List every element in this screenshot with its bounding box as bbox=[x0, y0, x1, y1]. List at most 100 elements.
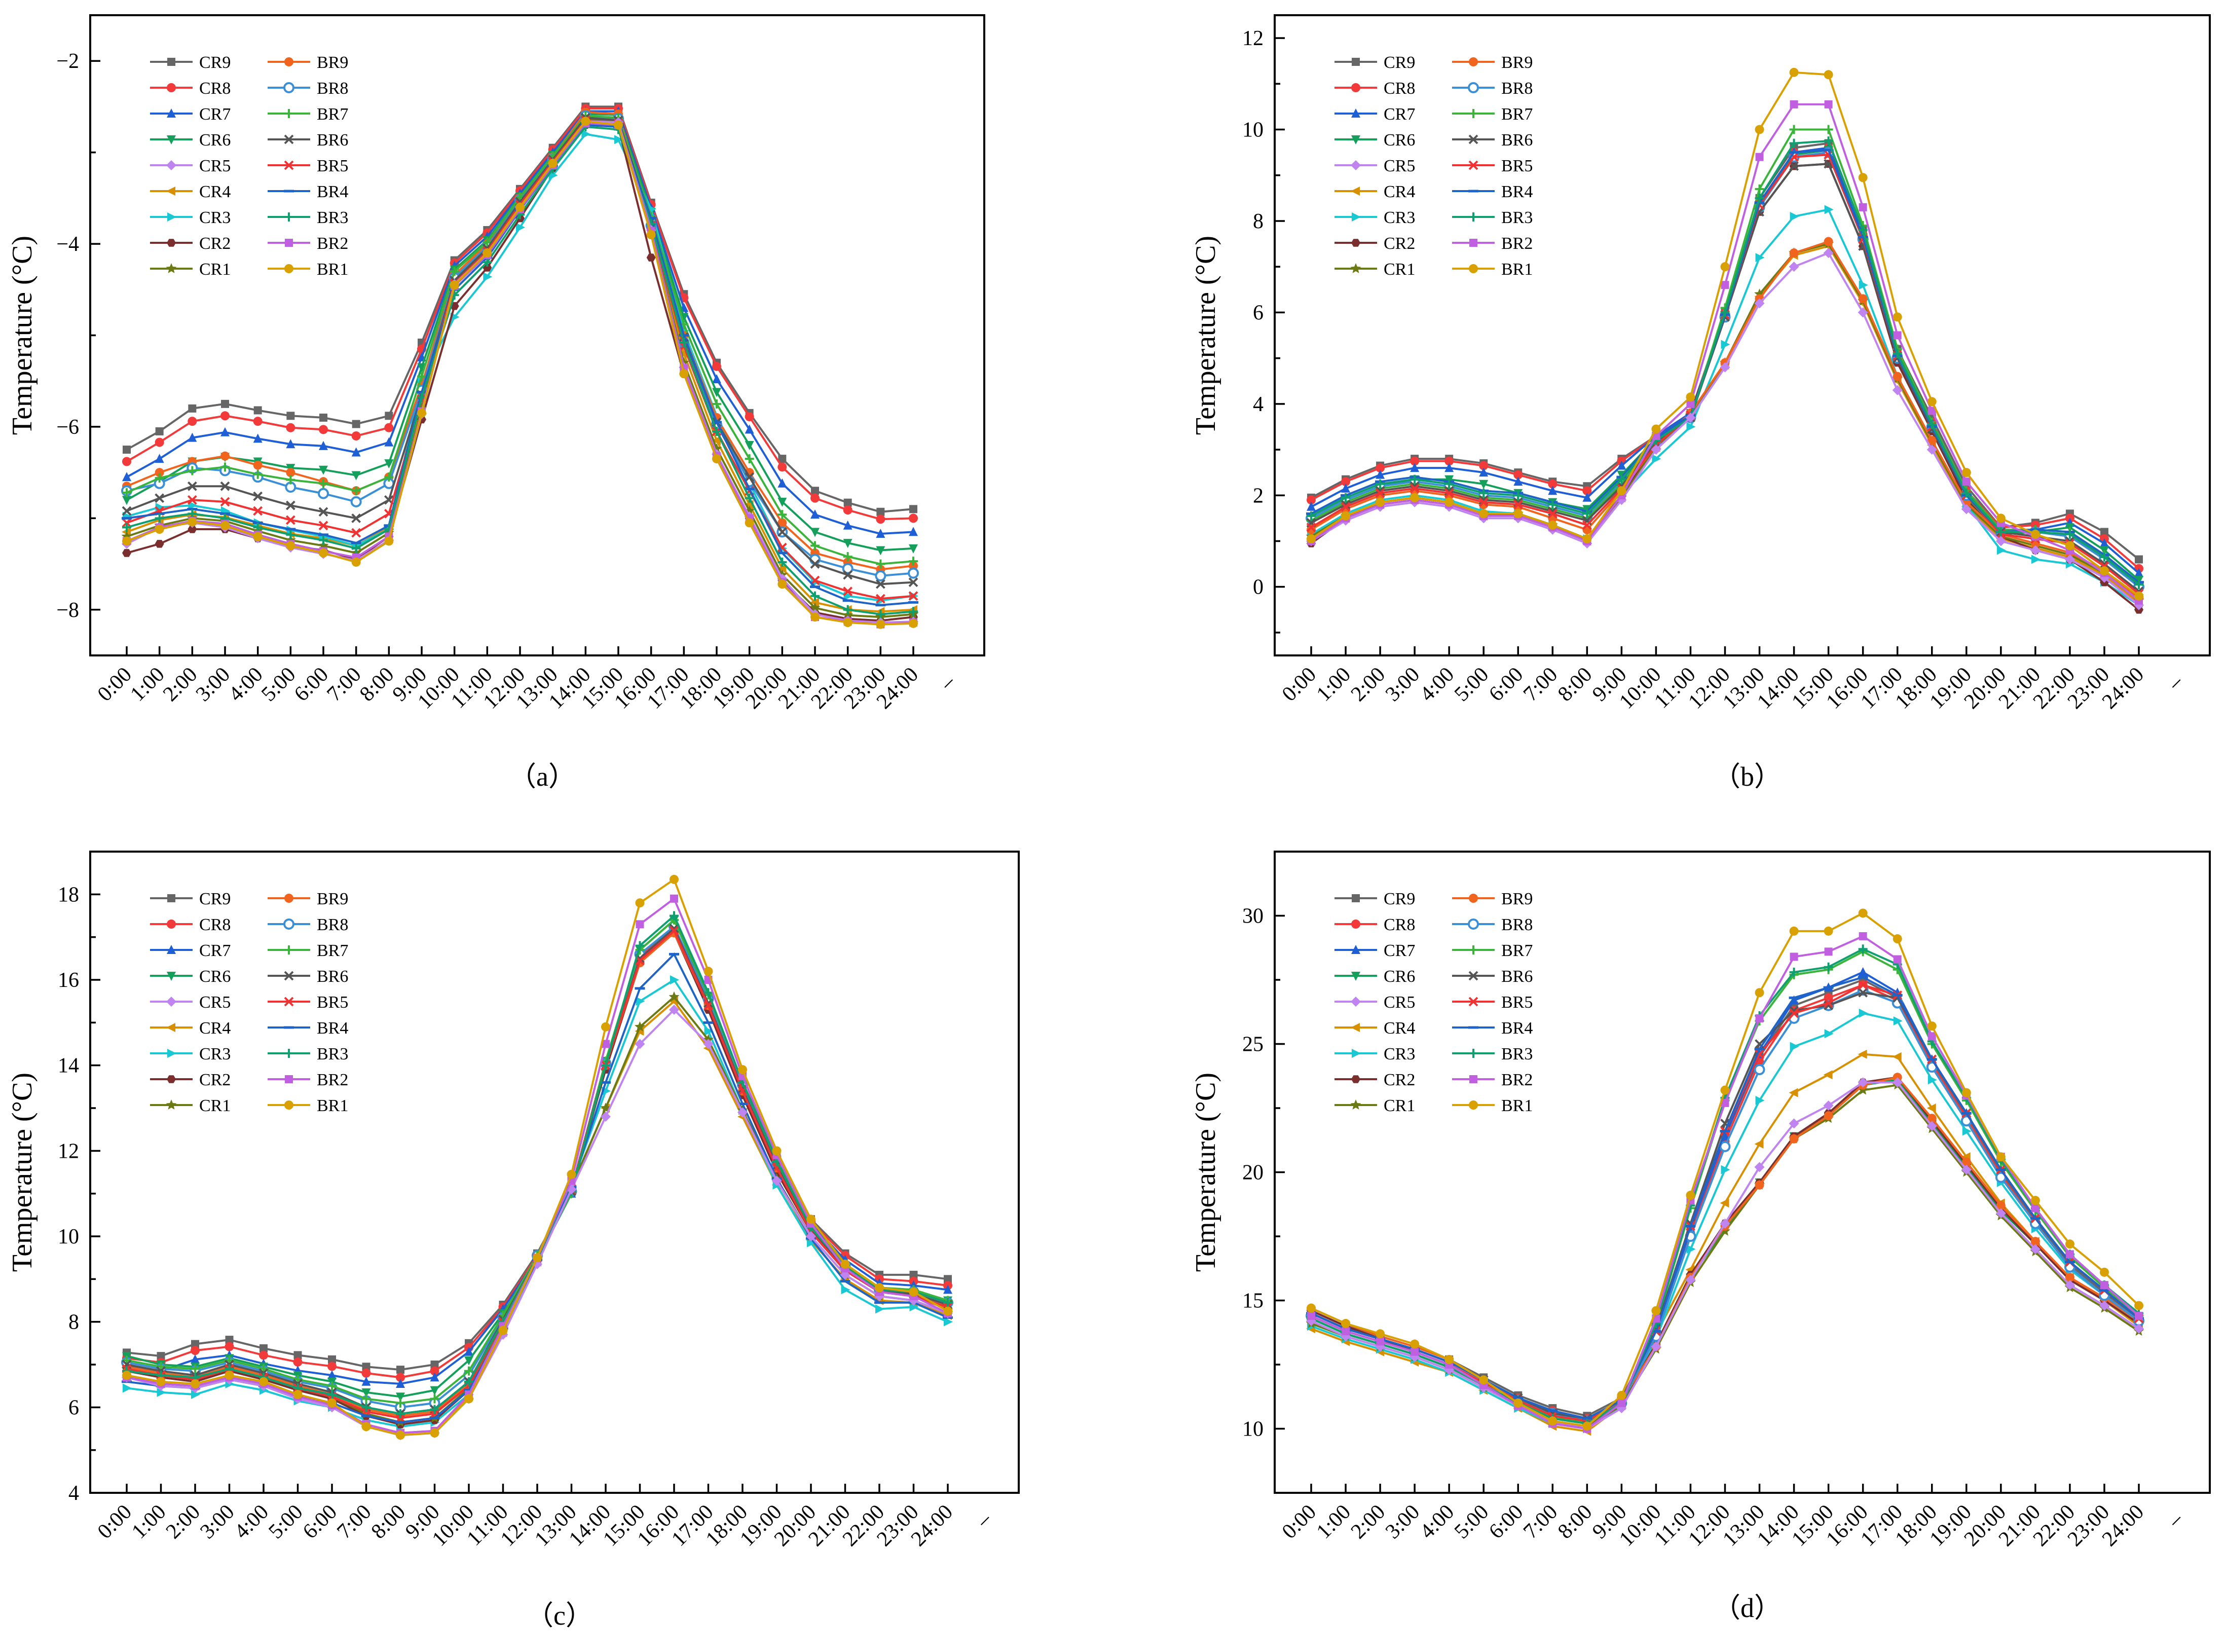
data-point-br6 bbox=[745, 472, 755, 482]
data-point-cr5 bbox=[1720, 362, 1730, 373]
data-point-br8 bbox=[842, 563, 854, 574]
panel-label: （d） bbox=[1713, 1593, 1782, 1623]
series-br3 bbox=[122, 911, 952, 1418]
data-point-br3 bbox=[670, 911, 679, 921]
legend-swatch-marker bbox=[1352, 1049, 1361, 1058]
data-point-br3 bbox=[327, 1390, 337, 1400]
data-point-br1 bbox=[1548, 520, 1558, 530]
x-tick-label: 7:00 bbox=[1519, 1500, 1562, 1544]
legend-item-br2: BR2 bbox=[1452, 1071, 1533, 1089]
legend-swatch-marker bbox=[284, 997, 294, 1007]
legend-item-br7: BR7 bbox=[268, 105, 348, 124]
legend-label: BR1 bbox=[1501, 1096, 1533, 1115]
series-line-cr6 bbox=[126, 918, 948, 1398]
legend-item-cr1: CR1 bbox=[150, 260, 231, 279]
x-tick-label: 4:00 bbox=[230, 1500, 273, 1544]
data-point-cr7 bbox=[712, 374, 721, 384]
x-tick-label-trailing: – bbox=[2163, 1508, 2187, 1532]
legend-item-br9: BR9 bbox=[268, 53, 348, 72]
series-line-br7 bbox=[1311, 128, 2140, 585]
legend-label: CR8 bbox=[1384, 79, 1415, 98]
data-point-br1 bbox=[1513, 1398, 1523, 1408]
x-tick-label: 8:00 bbox=[355, 663, 398, 706]
data-point-br6 bbox=[351, 513, 361, 523]
data-point-cr8 bbox=[876, 515, 885, 524]
data-point-cr6 bbox=[396, 1392, 405, 1402]
data-point-cr5 bbox=[669, 1005, 679, 1015]
legend-swatch-marker bbox=[167, 212, 176, 222]
data-point-cr5 bbox=[601, 1111, 611, 1122]
legend-swatch-marker bbox=[1350, 263, 1361, 273]
data-point-cr2 bbox=[122, 549, 131, 557]
series-line-cr9 bbox=[1311, 142, 2140, 561]
data-point-br1 bbox=[464, 1394, 473, 1404]
chart-panel-4: 10 15 20 25 30 0:001:002:003:004:005:006:007:… bbox=[1190, 851, 2211, 1623]
data-point-cr5 bbox=[1926, 1121, 1937, 1131]
series-cr9 bbox=[123, 102, 917, 516]
data-point-br1 bbox=[1444, 497, 1454, 507]
data-point-br3 bbox=[464, 1377, 473, 1386]
data-point-br6 bbox=[875, 579, 885, 589]
data-point-cr3 bbox=[841, 1285, 850, 1295]
legend-label: CR9 bbox=[199, 890, 231, 908]
legend-label: CR9 bbox=[1384, 53, 1415, 72]
data-point-cr4 bbox=[810, 598, 819, 607]
y-tick-label: −8 bbox=[56, 599, 79, 622]
data-point-cr7 bbox=[1479, 467, 1489, 477]
data-point-cr6 bbox=[122, 496, 131, 505]
data-point-cr3 bbox=[670, 975, 679, 984]
data-point-cr4 bbox=[1789, 1088, 1798, 1097]
y-tick-label: 10 bbox=[1242, 119, 1264, 142]
y-tick-label: 0 bbox=[1253, 576, 1264, 599]
plot-frame bbox=[1274, 14, 2211, 656]
data-point-cr4 bbox=[1720, 1198, 1729, 1208]
data-point-cr3 bbox=[1824, 1029, 1834, 1039]
data-point-br1 bbox=[712, 454, 721, 464]
legend-label: BR6 bbox=[1501, 131, 1533, 150]
data-point-br3 bbox=[155, 513, 164, 523]
data-point-cr7 bbox=[464, 1346, 473, 1356]
series-br9 bbox=[1307, 237, 2143, 603]
data-point-cr8 bbox=[351, 431, 361, 440]
data-point-cr4 bbox=[122, 527, 131, 537]
y-tick-label: 4 bbox=[1253, 393, 1264, 416]
y-tick-label: 25 bbox=[1242, 1033, 1264, 1056]
data-point-br9 bbox=[1996, 1201, 2006, 1210]
data-point-cr3 bbox=[157, 1387, 166, 1397]
data-point-cr7 bbox=[777, 478, 787, 488]
data-point-cr8 bbox=[253, 417, 263, 426]
series-cr4 bbox=[1306, 1049, 2143, 1436]
series-br2 bbox=[1307, 932, 2143, 1433]
legend-label: BR9 bbox=[1501, 53, 1533, 72]
legend-label: CR1 bbox=[1384, 1096, 1415, 1115]
series-br1 bbox=[122, 117, 918, 629]
data-point-br7 bbox=[876, 559, 885, 569]
data-point-br3 bbox=[1410, 474, 1420, 484]
legend-swatch-marker bbox=[1352, 212, 1361, 222]
data-point-br9 bbox=[1858, 294, 1868, 304]
legend-label: CR2 bbox=[199, 1071, 231, 1089]
series-group bbox=[121, 874, 953, 1441]
data-point-cr8 bbox=[1307, 495, 1316, 505]
data-point-br3 bbox=[635, 941, 645, 950]
data-point-cr9 bbox=[225, 1336, 234, 1344]
data-point-cr9 bbox=[811, 487, 819, 495]
legend-label: BR2 bbox=[1501, 1071, 1533, 1089]
legend-item-cr7: CR7 bbox=[1334, 941, 1415, 960]
y-tick-label: 30 bbox=[1242, 905, 1264, 928]
data-point-br7 bbox=[122, 488, 131, 497]
data-point-br1 bbox=[943, 1306, 952, 1316]
data-point-br3 bbox=[122, 523, 131, 532]
legend-swatch-marker bbox=[284, 1049, 293, 1058]
data-point-cr9 bbox=[430, 1361, 439, 1369]
data-point-br1 bbox=[909, 618, 918, 628]
legend-label: CR6 bbox=[199, 967, 231, 986]
y-tick-label: −2 bbox=[56, 50, 79, 73]
data-point-br1 bbox=[1410, 493, 1420, 502]
legend-swatch-marker bbox=[1469, 212, 1478, 222]
data-point-br3 bbox=[1720, 308, 1730, 317]
data-point-cr3 bbox=[1927, 1075, 1937, 1085]
data-point-br9 bbox=[1961, 1157, 1971, 1167]
data-point-cr7 bbox=[191, 1354, 200, 1364]
data-point-cr7 bbox=[843, 520, 852, 530]
